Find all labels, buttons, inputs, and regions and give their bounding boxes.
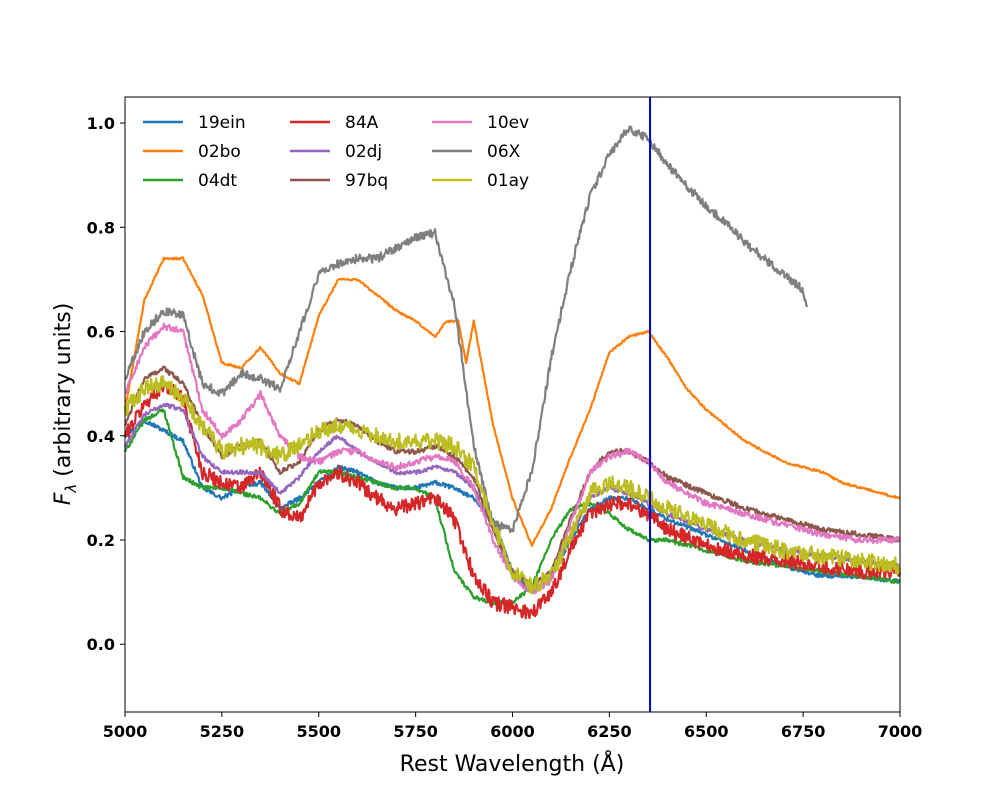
y-tick-label: 0.2: [87, 531, 115, 550]
y-axis-label-sub: λ: [62, 484, 80, 494]
x-tick-label: 6750: [781, 722, 826, 741]
y-axis-label-rest: (arbitrary units): [51, 303, 76, 484]
y-axis: 0.0 0.2 0.4 0.6 0.8 1.0: [87, 114, 125, 654]
series-line-84A: [123, 378, 902, 620]
legend-label-84A: 84A: [345, 113, 379, 133]
y-tick-label: 0.6: [87, 323, 115, 342]
legend-label-02dj: 02dj: [345, 142, 382, 162]
y-tick-label: 0.8: [87, 218, 115, 237]
legend-label-04dt: 04dt: [198, 171, 237, 191]
x-tick-label: 5500: [296, 722, 341, 741]
x-tick-label: 5000: [103, 722, 148, 741]
x-tick-label: 5250: [200, 722, 245, 741]
x-tick-label: 6000: [490, 722, 535, 741]
legend-label-10ev: 10ev: [487, 113, 529, 133]
legend: 19ein 02bo 04dt 84A 02dj 97bq 10ev 06X 01ay: [143, 113, 529, 191]
x-tick-label: 6500: [684, 722, 729, 741]
x-axis: 5000 5250 5500 5750 6000 6250 6500 6750 7000: [103, 712, 923, 741]
series-line-06X: [124, 125, 809, 534]
series-line-02bo: [123, 256, 901, 547]
x-tick-label: 7000: [878, 722, 923, 741]
legend-label-06X: 06X: [487, 142, 521, 162]
y-tick-label: 1.0: [87, 114, 115, 133]
series-layer: [123, 125, 902, 620]
y-axis-label-main: F: [51, 492, 76, 505]
legend-label-19ein: 19ein: [198, 113, 246, 133]
legend-label-01ay: 01ay: [487, 171, 529, 191]
y-axis-label: Fλ (arbitrary units): [51, 303, 80, 506]
x-axis-label: Rest Wavelength (Å): [400, 750, 625, 777]
y-tick-label: 0.0: [87, 635, 115, 654]
series-line-01ay: [123, 375, 902, 595]
legend-label-97bq: 97bq: [345, 171, 388, 191]
x-tick-label: 5750: [393, 722, 438, 741]
y-tick-label: 0.4: [87, 427, 115, 446]
legend-label-02bo: 02bo: [198, 142, 241, 162]
x-tick-label: 6250: [587, 722, 632, 741]
